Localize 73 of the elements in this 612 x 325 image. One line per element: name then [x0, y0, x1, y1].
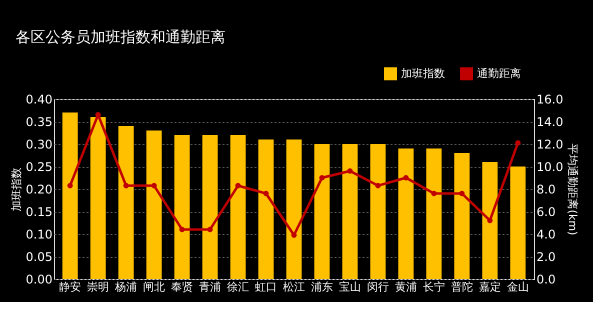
- point: [347, 168, 353, 174]
- y-tick-label: 0.05: [26, 250, 52, 264]
- point: [403, 175, 409, 180]
- x-tick-label: 闵行: [366, 280, 389, 294]
- y-tick-label: 0.20: [26, 182, 52, 196]
- legend-label: 通勤距离: [477, 66, 521, 80]
- x-tick-label: 黄浦: [394, 280, 417, 294]
- bar: [230, 135, 246, 279]
- bar: [90, 117, 106, 279]
- point: [291, 232, 297, 238]
- point: [487, 218, 493, 224]
- x-tick-label: 静安: [59, 280, 82, 294]
- y2-tick-label: 10.0: [536, 160, 564, 174]
- y-tick-label: 0.35: [26, 115, 52, 129]
- point: [375, 182, 381, 188]
- y2-tick-label: 4.0: [536, 228, 556, 242]
- point: [151, 182, 157, 188]
- y-tick-label: 0.00: [26, 272, 52, 286]
- x-tick-label: 杨浦: [114, 280, 138, 294]
- point: [431, 190, 437, 196]
- x-tick-label: 金山: [506, 280, 529, 294]
- y-tick-label: 0.40: [26, 92, 52, 106]
- y2-tick-label: 12.0: [536, 138, 564, 152]
- bar: [258, 140, 274, 279]
- bar: [454, 153, 470, 279]
- bar: [202, 135, 218, 279]
- x-tick-label: 浦东: [310, 280, 333, 294]
- x-tick-label: 松江: [283, 280, 305, 294]
- bar: [62, 112, 78, 279]
- y2-tick-label: 2.0: [536, 250, 556, 264]
- y2-tick-label: 6.0: [536, 205, 556, 219]
- point: [459, 190, 465, 196]
- point: [235, 182, 241, 188]
- y-tick-label: 0.10: [26, 228, 52, 242]
- point: [319, 175, 325, 180]
- x-tick-label: 闸北: [143, 280, 166, 294]
- x-tick-label: 青浦: [199, 280, 222, 294]
- bar: [286, 140, 302, 279]
- y2-tick-label: 16.0: [536, 92, 564, 106]
- y-tick-label: 0.25: [26, 160, 52, 174]
- y-tick-label: 0.30: [26, 138, 52, 152]
- y2-axis-title: 平均通勤距离(km): [566, 144, 580, 236]
- x-tick-label: 嘉定: [478, 280, 501, 294]
- bar: [146, 130, 162, 279]
- bar: [370, 144, 386, 279]
- bar: [426, 148, 442, 279]
- y-tick-label: 0.15: [26, 205, 52, 219]
- x-tick-label: 虹口: [255, 280, 278, 294]
- point: [67, 182, 73, 188]
- x-tick-label: 宝山: [338, 280, 361, 294]
- point: [515, 140, 521, 146]
- x-tick-label: 奉贤: [171, 280, 194, 294]
- y2-tick-label: 0.0: [536, 272, 556, 286]
- bar: [118, 126, 134, 279]
- legend-label: 加班指数: [401, 66, 445, 80]
- point: [207, 226, 213, 232]
- x-tick-label: 普陀: [450, 280, 473, 294]
- x-tick-label: 长宁: [422, 280, 445, 294]
- bar: [342, 144, 358, 279]
- bar: [398, 148, 414, 279]
- x-tick-label: 崇明: [87, 280, 110, 294]
- bar: [510, 166, 526, 279]
- chart-title: 各区公务员加班指数和通勤距离: [15, 28, 226, 46]
- y2-tick-label: 14.0: [536, 115, 564, 129]
- point: [179, 226, 185, 232]
- x-tick-label: 徐汇: [227, 280, 250, 294]
- point: [263, 190, 269, 196]
- bar: [482, 162, 498, 279]
- y2-tick-label: 8.0: [536, 182, 556, 196]
- point: [123, 182, 129, 188]
- y-axis-title: 加班指数: [10, 168, 23, 212]
- bar: [314, 144, 330, 279]
- bar: [174, 135, 190, 279]
